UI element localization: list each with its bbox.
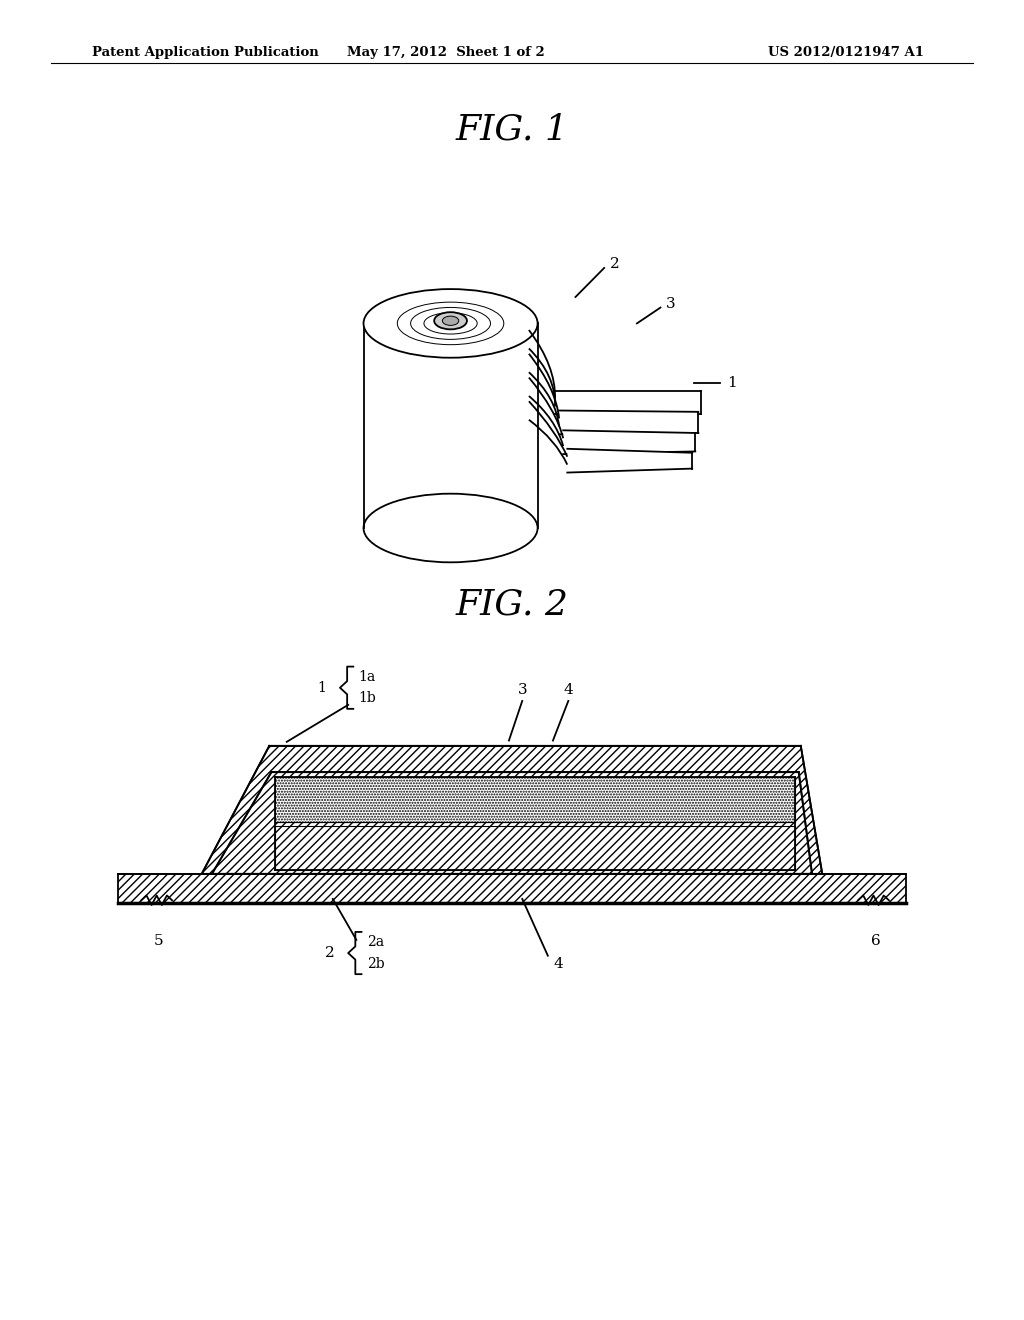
- Text: 4: 4: [563, 684, 573, 697]
- Text: May 17, 2012  Sheet 1 of 2: May 17, 2012 Sheet 1 of 2: [346, 46, 545, 59]
- Polygon shape: [118, 874, 906, 903]
- Polygon shape: [364, 323, 538, 528]
- Text: 5: 5: [154, 935, 164, 948]
- Polygon shape: [275, 777, 795, 822]
- Text: Patent Application Publication: Patent Application Publication: [92, 46, 318, 59]
- Polygon shape: [555, 391, 701, 414]
- Text: 1: 1: [317, 681, 327, 694]
- Ellipse shape: [364, 494, 538, 562]
- Text: US 2012/0121947 A1: US 2012/0121947 A1: [768, 46, 924, 59]
- Polygon shape: [563, 430, 695, 454]
- Ellipse shape: [364, 289, 538, 358]
- Polygon shape: [559, 411, 698, 434]
- Text: 3: 3: [666, 297, 676, 310]
- Text: 1b: 1b: [358, 692, 376, 705]
- Ellipse shape: [434, 312, 467, 330]
- Polygon shape: [275, 825, 795, 870]
- Text: 2: 2: [325, 946, 335, 960]
- Text: 1a: 1a: [358, 671, 376, 684]
- Ellipse shape: [442, 315, 459, 326]
- Text: 1: 1: [727, 376, 737, 389]
- Text: FIG. 1: FIG. 1: [456, 112, 568, 147]
- Text: 2b: 2b: [367, 957, 384, 970]
- Polygon shape: [202, 746, 822, 874]
- Text: 2: 2: [609, 257, 620, 271]
- Polygon shape: [567, 449, 692, 473]
- Text: 3: 3: [517, 684, 527, 697]
- Text: 2a: 2a: [367, 936, 384, 949]
- Text: 4: 4: [553, 957, 563, 970]
- Text: FIG. 2: FIG. 2: [456, 587, 568, 622]
- Text: 6: 6: [870, 935, 881, 948]
